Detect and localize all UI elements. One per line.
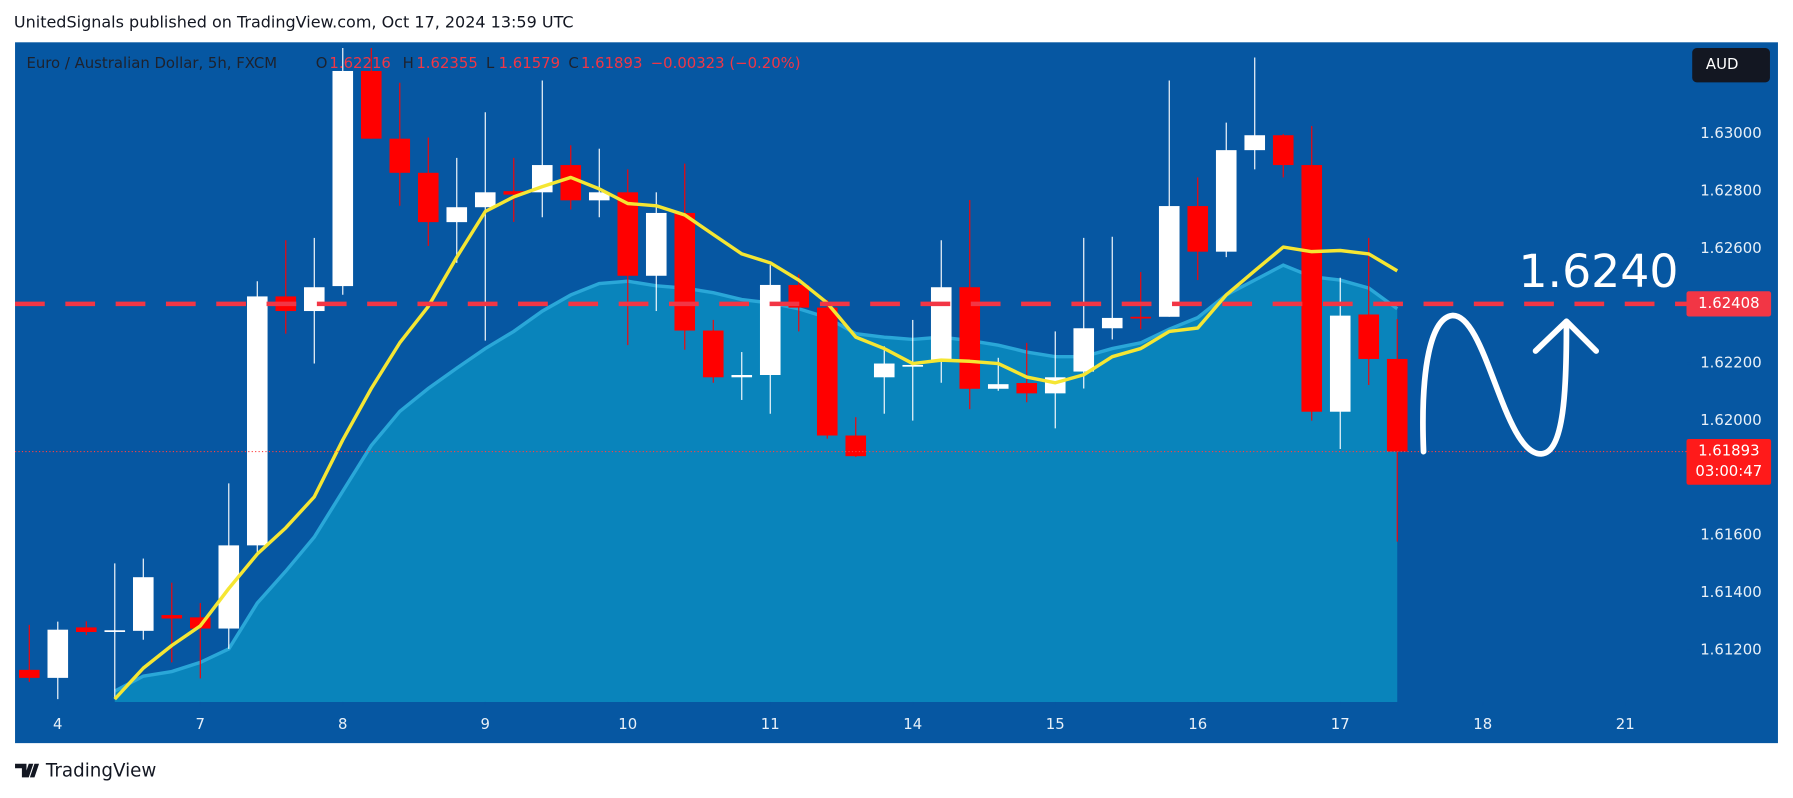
candle-body: [987, 384, 1009, 389]
x-tick-label: 10: [618, 715, 637, 733]
candle-body: [503, 191, 525, 195]
candle-body: [1130, 316, 1152, 319]
ohlc-key: O: [316, 54, 328, 72]
candle-body: [1016, 383, 1038, 394]
y-tick-label: 1.62600: [1700, 239, 1761, 257]
logo-icon: [15, 763, 40, 778]
x-tick-label: 11: [761, 715, 780, 733]
candle-body: [702, 330, 724, 378]
x-tick-label: 16: [1188, 715, 1207, 733]
x-tick-label: 21: [1616, 715, 1635, 733]
candle-body: [246, 296, 268, 546]
projection-arrow: [1420, 312, 1600, 457]
candle-body: [1215, 150, 1237, 252]
x-tick-label: 17: [1331, 715, 1350, 733]
ohlc-value: 1.61579: [499, 54, 560, 72]
x-tick-label: 18: [1473, 715, 1492, 733]
y-tick-label: 1.62000: [1700, 411, 1761, 429]
publish-header: UnitedSignals published on TradingView.c…: [14, 12, 574, 31]
candle-body: [845, 435, 867, 457]
candle-body: [759, 284, 781, 376]
candle-body: [1329, 315, 1351, 412]
y-tick-label: 1.62200: [1700, 354, 1761, 372]
overlay: 1.612001.614001.616001.618001.620001.622…: [53, 54, 1772, 733]
plot-area: [15, 48, 1687, 702]
candle-body: [1358, 314, 1380, 359]
ohlc-value: 1.62355: [416, 54, 477, 72]
currency[interactable]: AUD: [1706, 55, 1738, 73]
ohlc-value: 1.61893: [581, 54, 642, 72]
candle-body: [873, 363, 895, 378]
candle-body: [1301, 165, 1323, 412]
candle-body: [389, 138, 411, 173]
candle-body: [902, 364, 924, 367]
candle-body: [189, 617, 211, 629]
annotation: 1.6240: [1518, 245, 1678, 298]
candle-body: [1073, 328, 1095, 372]
x-tick-label: 9: [481, 715, 490, 733]
candle-body: [1101, 317, 1123, 329]
footer-logo: TradingView: [15, 761, 156, 782]
candle-body: [19, 669, 40, 678]
candle-body: [560, 165, 582, 201]
candle-body: [332, 70, 354, 287]
candle-body: [161, 615, 183, 619]
logo-text: TradingView: [45, 761, 157, 782]
ohlc-key: L: [486, 54, 495, 72]
last-price-label: 1.61893: [1698, 442, 1759, 460]
candle-body: [47, 629, 69, 678]
candle-body: [588, 192, 610, 201]
ohlc-key: H: [403, 54, 414, 72]
y-tick-label: 1.61600: [1700, 526, 1761, 544]
candle-body: [1158, 206, 1180, 317]
candle-body: [674, 212, 696, 331]
candle-body: [104, 630, 126, 632]
x-tick-label: 15: [1046, 715, 1065, 733]
x-tick-label: 14: [903, 715, 922, 733]
y-tick-label: 1.61400: [1700, 583, 1761, 601]
candle-body: [132, 577, 154, 631]
y-tick-label: 1.61200: [1700, 640, 1761, 658]
y-tick-label: 1.62800: [1700, 181, 1761, 199]
candle-body: [617, 192, 639, 276]
candle-body: [1386, 358, 1408, 452]
candle-body: [417, 172, 439, 223]
price-line-badge: [1686, 291, 1772, 317]
x-tick-label: 7: [196, 715, 205, 733]
candle-body: [1187, 206, 1209, 252]
candle-body: [731, 375, 753, 378]
y-tick-label: 1.63000: [1700, 124, 1761, 142]
ma-line: [113, 175, 1399, 701]
price-line-label: 1.62408: [1698, 294, 1759, 312]
candle-body: [360, 70, 382, 139]
x-tick-label: 8: [338, 715, 347, 733]
change-label: −0.00323 (−0.20%): [651, 54, 801, 72]
x-tick-label: 4: [53, 715, 62, 733]
countdown: 03:00:47: [1695, 462, 1762, 480]
candle-body: [1272, 135, 1294, 166]
candle-body: [816, 307, 838, 436]
ohlc-value: 1.62216: [329, 54, 390, 72]
candle-body: [303, 287, 325, 312]
currency-badge[interactable]: [1692, 48, 1770, 83]
chart-title: Euro / Australian Dollar, 5h, FXCM: [26, 54, 277, 72]
area-edge: [113, 263, 1399, 693]
ohlc-key: C: [568, 54, 578, 72]
candle-body: [446, 207, 468, 223]
candle-body: [645, 212, 667, 276]
area-fill: [114, 265, 1398, 702]
last-price-badge: [1686, 439, 1772, 485]
candle-body: [930, 287, 952, 361]
candle-body: [1244, 135, 1266, 151]
candle-body: [474, 192, 496, 208]
candle-body: [75, 627, 97, 632]
